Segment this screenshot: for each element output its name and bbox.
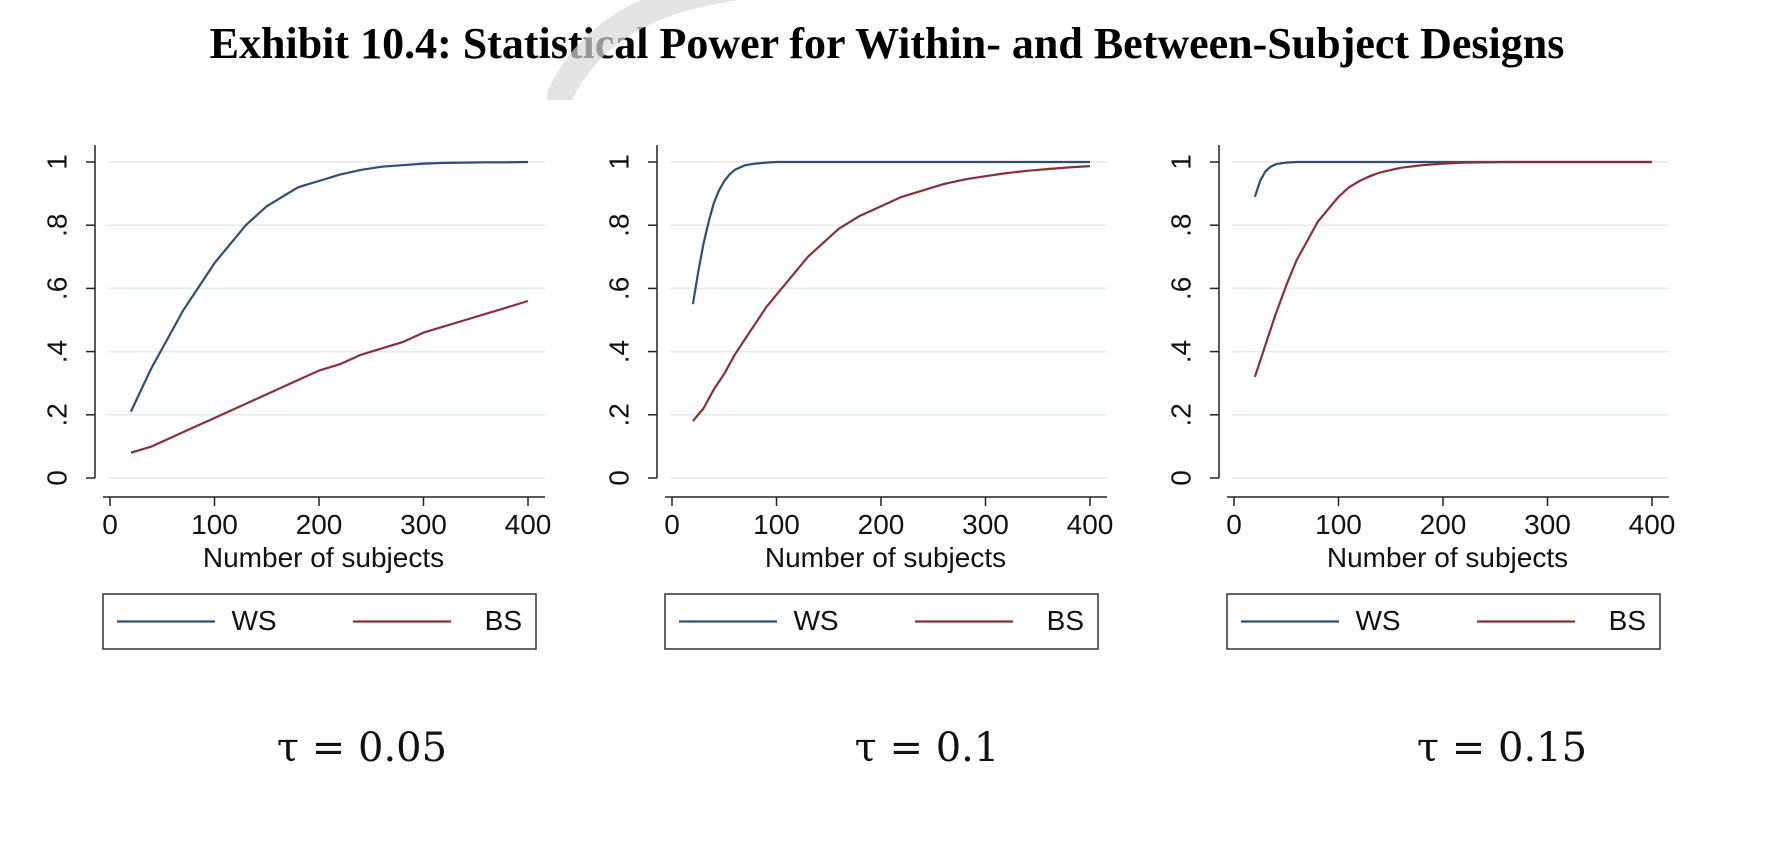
x-tick-label: 200 (858, 509, 905, 540)
x-axis-label: Number of subjects (203, 542, 444, 573)
page-title: Exhibit 10.4: Statistical Power for With… (209, 19, 1565, 68)
x-axis-label: Number of subjects (1327, 542, 1568, 573)
y-tick-label: .6 (603, 277, 634, 300)
legend-label: BS (485, 605, 522, 636)
y-tick-label: 0 (603, 470, 634, 486)
y-tick-label: .6 (1165, 277, 1196, 300)
y-tick-label: .2 (41, 403, 72, 426)
legend-label: WS (1355, 605, 1400, 636)
y-tick-label: .4 (1165, 340, 1196, 363)
series-line-ws (129, 160, 529, 413)
legend-label: BS (1609, 605, 1646, 636)
y-tick-label: 1 (1165, 154, 1196, 170)
legend-label: WS (231, 605, 276, 636)
x-tick-label: 0 (664, 509, 680, 540)
x-tick-label: 200 (296, 509, 343, 540)
legend-label: WS (793, 605, 838, 636)
y-tick-label: .6 (41, 277, 72, 300)
y-tick-label: 0 (1165, 470, 1196, 486)
y-tick-label: 0 (41, 470, 72, 486)
x-tick-label: 300 (1524, 509, 1571, 540)
x-tick-label: 0 (102, 509, 118, 540)
x-tick-label: 100 (1315, 509, 1362, 540)
y-tick-label: .4 (41, 340, 72, 363)
y-tick-label: .8 (41, 214, 72, 237)
x-tick-label: 100 (753, 509, 800, 540)
x-tick-label: 0 (1226, 509, 1242, 540)
y-tick-label: .2 (603, 403, 634, 426)
series-line-bs (692, 165, 1091, 422)
series-line-ws (1253, 160, 1652, 198)
y-tick-label: 1 (603, 154, 634, 170)
series-line-ws (691, 160, 1090, 305)
x-tick-label: 100 (191, 509, 238, 540)
y-tick-label: 1 (41, 154, 72, 170)
y-tick-label: .4 (603, 340, 634, 363)
series-line-bs (130, 299, 529, 454)
x-tick-label: 300 (400, 509, 447, 540)
panel-caption: τ = 0.1 (854, 725, 1000, 771)
series-line-bs (1253, 160, 1652, 378)
legend-label: BS (1047, 605, 1084, 636)
panel-caption: τ = 0.05 (276, 725, 448, 771)
y-tick-label: .8 (603, 214, 634, 237)
x-axis-label: Number of subjects (765, 542, 1006, 573)
x-tick-label: 400 (1067, 509, 1114, 540)
y-tick-label: .8 (1165, 214, 1196, 237)
x-tick-label: 200 (1420, 509, 1467, 540)
x-tick-label: 400 (505, 509, 552, 540)
y-tick-label: .2 (1165, 403, 1196, 426)
x-tick-label: 300 (962, 509, 1009, 540)
x-tick-label: 400 (1629, 509, 1676, 540)
panel-caption: τ = 0.15 (1416, 725, 1588, 771)
